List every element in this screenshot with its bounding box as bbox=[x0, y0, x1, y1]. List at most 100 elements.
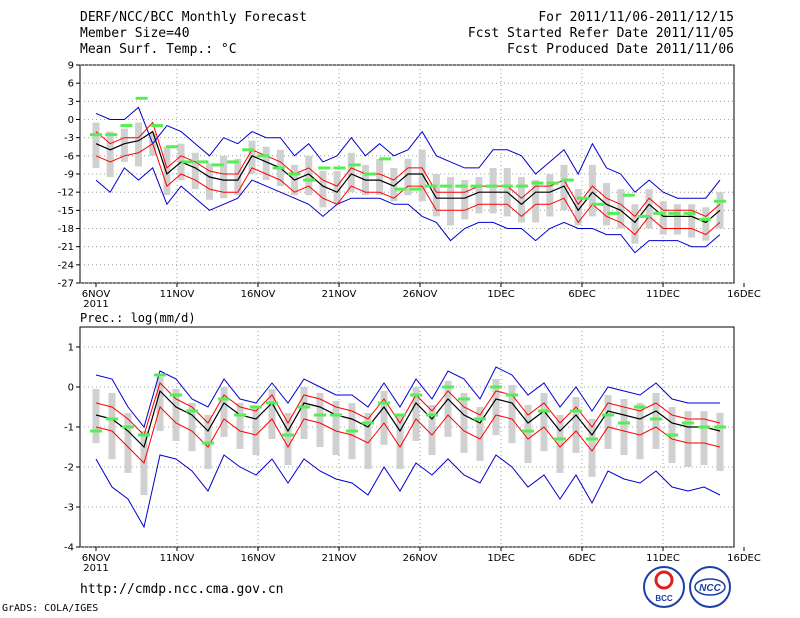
observed-marker bbox=[120, 124, 133, 128]
source-url[interactable]: http://cmdp.ncc.cma.gov.cn bbox=[80, 582, 284, 597]
variable-label: Mean Surf. Temp.: °C bbox=[80, 42, 237, 57]
spread-box bbox=[332, 401, 340, 455]
spread-box bbox=[475, 177, 483, 214]
upper-band-line bbox=[95, 121, 721, 218]
x-tick-label: 11NOV bbox=[160, 289, 195, 300]
x-tick-label: 6DEC bbox=[568, 289, 595, 300]
spread-box bbox=[316, 393, 324, 447]
spread-box bbox=[620, 399, 628, 455]
observed-marker bbox=[186, 409, 198, 413]
x-tick-label: 16DEC bbox=[727, 553, 761, 564]
x-tick-label: 11DEC bbox=[646, 553, 680, 564]
spread-box bbox=[574, 189, 582, 226]
spread-box bbox=[364, 413, 372, 469]
y-tick-label: -15 bbox=[58, 206, 74, 217]
observed-marker bbox=[196, 160, 209, 164]
spread-box bbox=[716, 413, 724, 471]
lower-band-line bbox=[95, 406, 721, 464]
observed-marker bbox=[682, 421, 694, 425]
spread-box bbox=[428, 405, 436, 455]
spread-box bbox=[572, 397, 580, 453]
x-year-label: 2011 bbox=[83, 299, 108, 310]
observed-marker bbox=[266, 401, 278, 405]
observed-marker bbox=[181, 160, 194, 164]
x-year-label: 2011 bbox=[83, 563, 108, 574]
y-tick-label: 0 bbox=[68, 115, 74, 126]
observed-marker bbox=[90, 429, 102, 433]
y-tick-label: -24 bbox=[58, 260, 74, 271]
y-tick-label: -4 bbox=[64, 543, 74, 554]
x-tick-label: 1DEC bbox=[487, 289, 514, 300]
spread-box bbox=[700, 411, 708, 465]
y-tick-label: 6 bbox=[68, 79, 74, 90]
observed-marker bbox=[602, 413, 614, 417]
observed-marker bbox=[135, 96, 148, 100]
observed-marker bbox=[122, 425, 134, 429]
spread-box bbox=[191, 152, 199, 190]
spread-box bbox=[108, 393, 116, 459]
observed-marker bbox=[666, 433, 678, 437]
x-tick-label: 21NOV bbox=[322, 553, 357, 564]
y-tick-label: 1 bbox=[68, 343, 74, 354]
observed-marker bbox=[314, 413, 326, 417]
spread-box bbox=[659, 201, 667, 235]
observed-marker bbox=[333, 166, 346, 170]
spread-box bbox=[532, 180, 540, 223]
observed-marker bbox=[298, 405, 310, 409]
envelope-max-line bbox=[95, 366, 720, 429]
observed-marker bbox=[554, 437, 566, 441]
observed-marker bbox=[683, 211, 696, 215]
observed-marker bbox=[150, 124, 163, 128]
spread-box bbox=[92, 122, 100, 168]
observed-marker bbox=[105, 133, 118, 137]
spread-box bbox=[432, 174, 440, 217]
y-tick-label: -3 bbox=[64, 503, 74, 514]
spread-box bbox=[135, 122, 143, 167]
spread-box bbox=[120, 128, 128, 162]
upper-band-line bbox=[95, 382, 721, 436]
observed-marker bbox=[282, 433, 294, 437]
observed-marker bbox=[506, 393, 518, 397]
spread-box bbox=[524, 405, 532, 463]
observed-marker bbox=[90, 133, 102, 137]
observed-marker bbox=[426, 413, 438, 417]
spread-box bbox=[684, 411, 692, 467]
observed-marker bbox=[458, 397, 470, 401]
header-left: DERF/NCC/BCC Monthly Forecast Member Siz… bbox=[80, 10, 307, 58]
spread-box bbox=[702, 207, 710, 241]
spread-box bbox=[688, 204, 696, 238]
observed-marker bbox=[653, 211, 666, 215]
envelope-min-line bbox=[95, 167, 721, 254]
observed-marker bbox=[714, 425, 726, 429]
observed-marker bbox=[668, 211, 681, 215]
spread-box bbox=[418, 149, 426, 202]
observed-marker bbox=[592, 202, 605, 206]
spread-box bbox=[205, 163, 213, 200]
spread-box bbox=[508, 385, 516, 443]
spread-box bbox=[540, 393, 548, 451]
spread-box bbox=[476, 407, 484, 461]
y-tick-label: -3 bbox=[64, 133, 74, 144]
observed-marker bbox=[250, 405, 262, 409]
spread-box bbox=[412, 387, 420, 441]
bcc-logo: BCC bbox=[643, 566, 685, 608]
x-tick-label: 11NOV bbox=[160, 553, 195, 564]
observed-marker bbox=[522, 429, 534, 433]
spread-box bbox=[404, 158, 412, 196]
observed-marker bbox=[272, 166, 285, 170]
observed-marker bbox=[442, 385, 454, 389]
observed-marker bbox=[211, 163, 224, 167]
observed-marker bbox=[363, 172, 376, 176]
observed-marker bbox=[698, 217, 711, 221]
spread-box bbox=[652, 393, 660, 449]
observed-marker bbox=[379, 157, 392, 161]
observed-marker bbox=[303, 178, 316, 182]
y-tick-label: -2 bbox=[64, 463, 74, 474]
spread-box bbox=[305, 155, 313, 196]
spread-box bbox=[284, 413, 292, 465]
observed-marker bbox=[637, 214, 650, 218]
observed-marker bbox=[170, 393, 182, 397]
x-tick-label: 26NOV bbox=[403, 553, 438, 564]
observed-marker bbox=[394, 187, 407, 191]
